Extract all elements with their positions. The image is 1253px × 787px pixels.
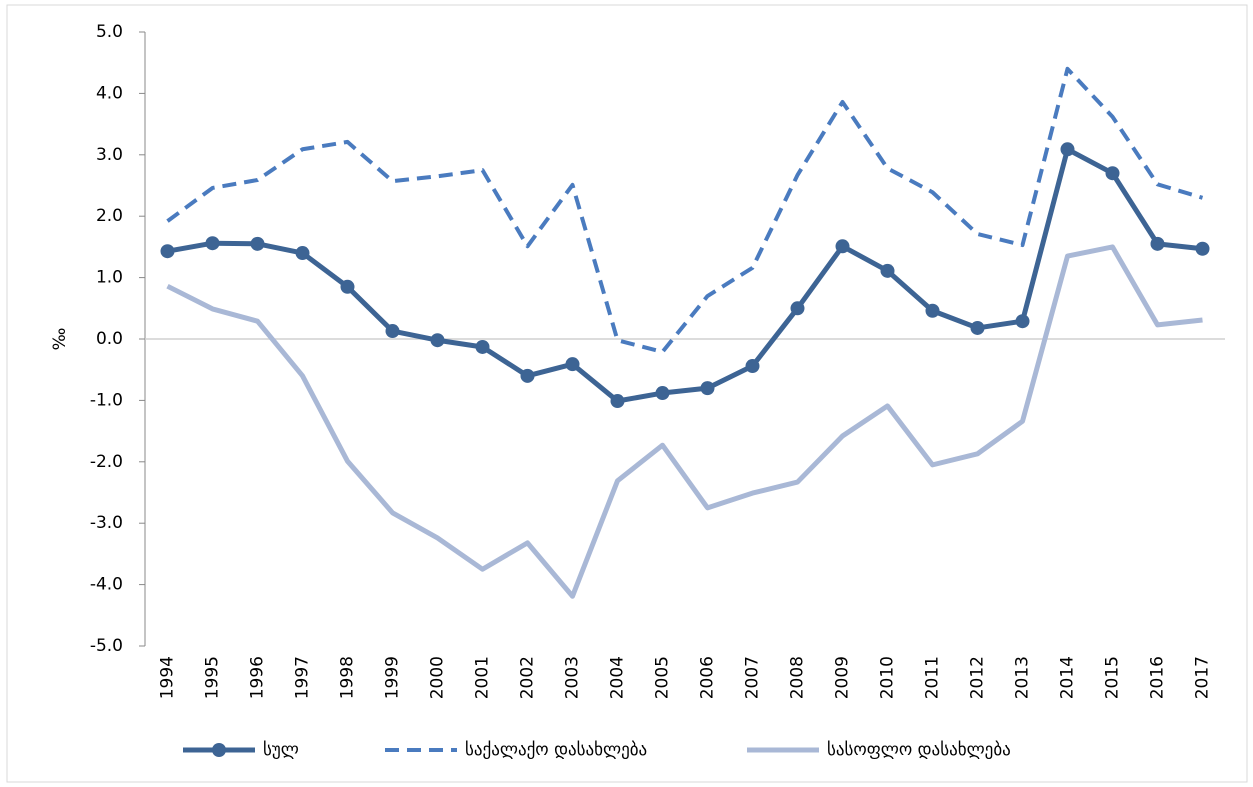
x-tick-label: 1998 <box>338 656 358 699</box>
marker <box>1105 166 1120 181</box>
x-tick-label: 2011 <box>923 656 943 699</box>
x-tick-label: 2002 <box>518 656 538 699</box>
x-tick-label: 1994 <box>158 656 178 699</box>
marker <box>340 279 355 294</box>
marker <box>160 244 175 259</box>
series-line <box>167 146 1203 404</box>
y-tick-label: 2.0 <box>96 206 123 226</box>
y-tick-label: -2.0 <box>90 452 123 472</box>
legend-label: სასოფლო დასახლება <box>827 740 1011 760</box>
chart-frame <box>6 4 1248 783</box>
marker <box>475 339 490 354</box>
marker <box>790 301 805 316</box>
legend-marker <box>212 743 226 757</box>
x-tick-label: 1999 <box>383 656 403 699</box>
y-tick-label: 0.0 <box>96 329 123 349</box>
y-tick-label: 3.0 <box>96 145 123 165</box>
marker <box>1060 142 1075 157</box>
marker <box>835 239 850 254</box>
x-tick-label: 2001 <box>473 656 493 699</box>
y-tick-label: 4.0 <box>96 83 123 103</box>
marker <box>1015 314 1030 329</box>
marker <box>970 320 985 335</box>
x-tick-label: 2006 <box>698 656 718 699</box>
marker <box>610 394 625 409</box>
marker <box>295 246 310 261</box>
series-line <box>166 66 1204 354</box>
x-tick-label: 1997 <box>293 656 313 699</box>
legend-label: საქალაქო დასახლება <box>465 740 647 760</box>
x-tick-label: 2007 <box>743 656 763 699</box>
marker <box>925 303 940 318</box>
marker <box>700 381 715 396</box>
marker <box>1195 241 1210 256</box>
y-tick-label: -5.0 <box>90 636 123 656</box>
series-line <box>166 244 1203 599</box>
marker <box>250 236 265 251</box>
y-axis-label: ‰ <box>50 328 70 351</box>
marker <box>880 263 895 278</box>
x-tick-label: 2014 <box>1058 656 1078 699</box>
marker <box>1150 236 1165 251</box>
marker <box>205 236 220 251</box>
marker <box>385 324 400 339</box>
x-tick-label: 2009 <box>833 656 853 699</box>
marker <box>565 357 580 372</box>
x-tick-label: 2016 <box>1148 656 1168 699</box>
y-tick-label: -3.0 <box>90 513 123 533</box>
x-tick-label: 2012 <box>968 656 988 699</box>
y-tick-label: -4.0 <box>90 575 123 595</box>
marker <box>655 386 670 401</box>
marker <box>430 333 445 348</box>
x-tick-label: 1996 <box>248 656 268 699</box>
y-tick-label: 1.0 <box>96 268 123 288</box>
x-tick-label: 2013 <box>1013 656 1033 699</box>
x-tick-label: 2010 <box>878 656 898 699</box>
x-tick-label: 2008 <box>788 656 808 699</box>
marker <box>745 359 760 374</box>
x-tick-label: 2005 <box>653 656 673 699</box>
legend-label: სულ <box>263 740 299 760</box>
x-tick-label: 2004 <box>608 656 628 699</box>
x-tick-label: 2003 <box>563 656 583 699</box>
x-tick-label: 2000 <box>428 656 448 699</box>
y-tick-label: -1.0 <box>90 390 123 410</box>
y-tick-label: 5.0 <box>96 22 123 42</box>
x-tick-label: 2015 <box>1103 656 1123 699</box>
x-tick-label: 1995 <box>203 656 223 699</box>
marker <box>520 368 535 383</box>
x-tick-label: 2017 <box>1193 656 1213 699</box>
